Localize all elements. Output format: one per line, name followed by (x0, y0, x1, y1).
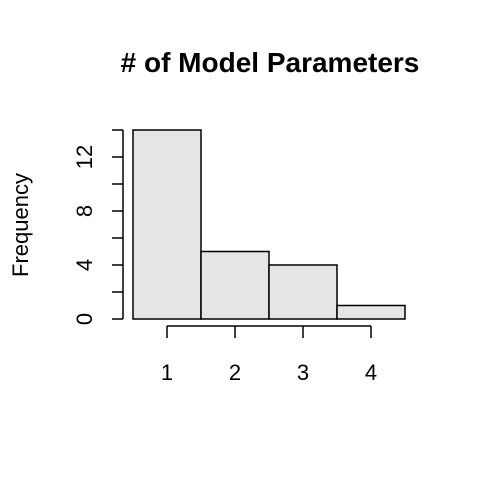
bars-group (132, 129, 406, 320)
y-tick-label-8: 8 (72, 205, 97, 217)
bar-4 (336, 304, 406, 320)
x-axis: 1 2 3 4 (161, 325, 377, 385)
bar-3 (268, 264, 338, 320)
x-tick-label-1: 1 (161, 360, 173, 385)
y-axis-label: Frequency (8, 173, 33, 277)
y-axis: 0 4 8 12 (72, 129, 124, 325)
x-tick-label-3: 3 (297, 360, 309, 385)
y-tick-label-4: 4 (72, 259, 97, 271)
y-tick-label-12: 12 (72, 145, 97, 169)
x-tick-label-4: 4 (365, 360, 377, 385)
bar-2 (200, 250, 270, 320)
chart-title: # of Model Parameters (121, 47, 420, 78)
bar-1 (132, 129, 202, 320)
y-tick-label-0: 0 (72, 313, 97, 325)
x-tick-label-2: 2 (229, 360, 241, 385)
